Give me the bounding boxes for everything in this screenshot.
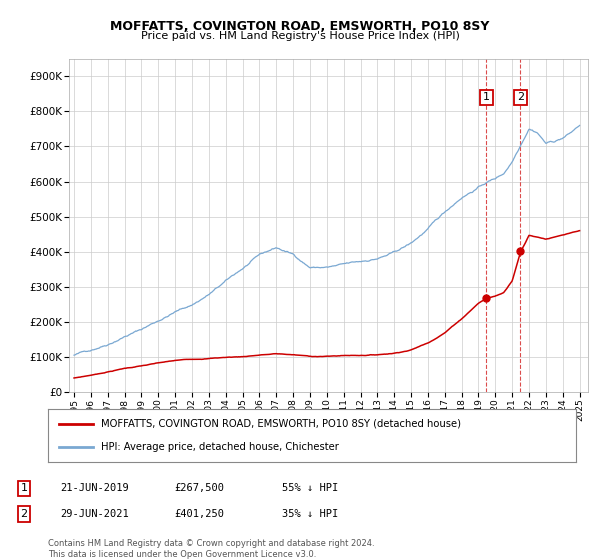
Text: 2: 2 <box>517 92 524 102</box>
Text: 21-JUN-2019: 21-JUN-2019 <box>60 483 129 493</box>
Text: Price paid vs. HM Land Registry's House Price Index (HPI): Price paid vs. HM Land Registry's House … <box>140 31 460 41</box>
Text: 35% ↓ HPI: 35% ↓ HPI <box>282 509 338 519</box>
Text: 1: 1 <box>483 92 490 102</box>
Text: 29-JUN-2021: 29-JUN-2021 <box>60 509 129 519</box>
Text: 1: 1 <box>20 483 28 493</box>
Text: HPI: Average price, detached house, Chichester: HPI: Average price, detached house, Chic… <box>101 442 338 452</box>
Text: Contains HM Land Registry data © Crown copyright and database right 2024.: Contains HM Land Registry data © Crown c… <box>48 539 374 548</box>
Text: 2: 2 <box>20 509 28 519</box>
Text: MOFFATTS, COVINGTON ROAD, EMSWORTH, PO10 8SY (detached house): MOFFATTS, COVINGTON ROAD, EMSWORTH, PO10… <box>101 419 461 429</box>
Text: MOFFATTS, COVINGTON ROAD, EMSWORTH, PO10 8SY: MOFFATTS, COVINGTON ROAD, EMSWORTH, PO10… <box>110 20 490 32</box>
Text: 55% ↓ HPI: 55% ↓ HPI <box>282 483 338 493</box>
Text: £401,250: £401,250 <box>174 509 224 519</box>
Text: This data is licensed under the Open Government Licence v3.0.: This data is licensed under the Open Gov… <box>48 550 316 559</box>
Text: £267,500: £267,500 <box>174 483 224 493</box>
